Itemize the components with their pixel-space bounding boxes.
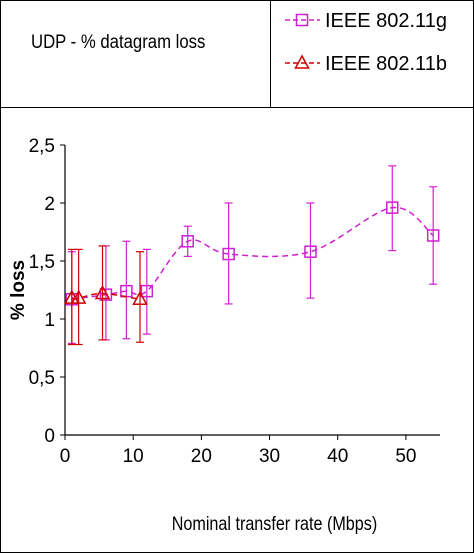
legend-marker-1	[294, 54, 310, 69]
data-point	[222, 247, 235, 261]
legend-marker-0	[295, 13, 309, 27]
x-tick-label: 30	[259, 446, 280, 467]
data-point	[426, 229, 440, 242]
data-point	[140, 284, 154, 298]
x-tick-label: 0	[60, 446, 71, 467]
y-axis-title: % loss	[8, 260, 29, 320]
chart-title: UDP - % datagram loss	[31, 32, 206, 53]
data-point	[304, 245, 317, 258]
y-tick-label: 0	[44, 426, 55, 447]
data-point	[386, 201, 399, 214]
x-axis-title: Nominal transfer rate (Mbps)	[172, 513, 377, 535]
data-point	[70, 289, 87, 304]
series-line-0	[71, 206, 434, 301]
x-tick-label: 40	[327, 446, 348, 467]
y-tick-label: 2,5	[29, 136, 55, 157]
data-point	[181, 235, 194, 248]
y-tick-label: 1,5	[29, 252, 55, 273]
y-tick-label: 0,5	[29, 368, 55, 389]
data-point	[132, 290, 148, 306]
y-tick-label: 2	[44, 194, 55, 215]
series-line-1	[71, 292, 141, 301]
data-point	[94, 284, 111, 300]
y-tick-label: 1	[44, 310, 55, 331]
legend-label-1: IEEE 802.11b	[325, 53, 447, 75]
x-tick-label: 20	[191, 446, 212, 467]
x-tick-label: 10	[123, 446, 144, 467]
legend-label-0: IEEE 802.11g	[325, 10, 447, 32]
x-tick-label: 50	[395, 446, 416, 467]
